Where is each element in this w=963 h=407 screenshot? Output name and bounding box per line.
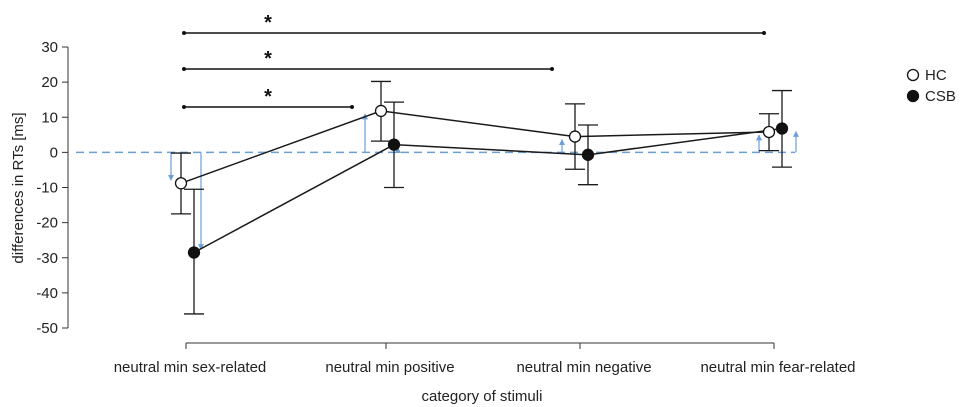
data-point-csb [387, 138, 401, 151]
significance-star: * [264, 48, 272, 70]
series-lines [180, 110, 783, 254]
axes: 30 20 10 0 -10 -20 -30 -40 -50 neutral min sex-re… [36, 39, 855, 376]
bracket-end [350, 105, 354, 109]
y-tick-label: -30 [36, 250, 58, 267]
y-tick-label: -50 [36, 320, 58, 337]
data-point-hc [374, 104, 388, 118]
y-axis-title: differences in RTs [ms] [10, 112, 27, 263]
y-tick-label: 10 [41, 109, 58, 126]
bracket-end [182, 31, 186, 35]
y-tick-label: -10 [36, 180, 58, 197]
bracket-end [182, 105, 186, 109]
legend-marker [906, 89, 920, 103]
legend: HC CSB [906, 67, 956, 105]
significance-star: * [264, 86, 272, 108]
y-tick-label: 30 [41, 39, 58, 56]
x-tick-label: neutral min sex-related [114, 359, 267, 376]
y-tick-label: -20 [36, 215, 58, 232]
data-point-csb [187, 246, 201, 259]
y-tick-label: -40 [36, 285, 58, 302]
significance-layer: * * * [182, 12, 766, 109]
data-point-hc [568, 130, 582, 143]
series-points [174, 104, 789, 259]
errorbar-layer [171, 80, 792, 315]
legend-label: HC [925, 67, 947, 84]
legend-label: CSB [925, 88, 956, 105]
y-tick-label: 0 [50, 144, 58, 161]
bracket-end [762, 31, 766, 35]
significance-star: * [264, 12, 272, 34]
data-point-csb [581, 148, 595, 161]
data-point-hc [762, 125, 776, 139]
data-point-hc [174, 177, 188, 190]
x-tick-label: neutral min positive [325, 359, 454, 376]
series-line-csb [193, 127, 783, 254]
bracket-end [182, 67, 186, 71]
bracket-end [550, 67, 554, 71]
x-tick-label: neutral min negative [516, 359, 651, 376]
x-tick-label: neutral min fear-related [700, 359, 855, 376]
x-axis-title: category of stimuli [422, 388, 543, 405]
data-point-csb [775, 122, 789, 135]
label-layer: differences in RTs [ms] category of stim… [10, 112, 542, 405]
legend-marker [906, 68, 920, 82]
y-tick-label: 20 [41, 74, 58, 91]
series-line-hc [180, 110, 770, 184]
